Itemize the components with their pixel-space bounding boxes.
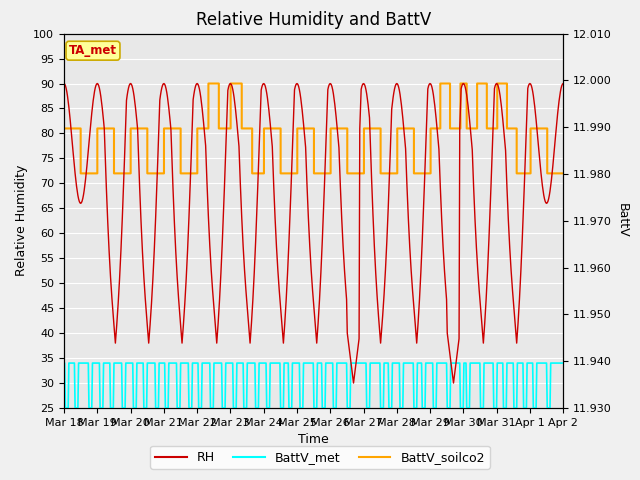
Legend: RH, BattV_met, BattV_soilco2: RH, BattV_met, BattV_soilco2 xyxy=(150,446,490,469)
Y-axis label: Relative Humidity: Relative Humidity xyxy=(15,165,28,276)
X-axis label: Time: Time xyxy=(298,433,329,446)
Y-axis label: BattV: BattV xyxy=(616,204,628,238)
Text: TA_met: TA_met xyxy=(69,44,117,57)
Title: Relative Humidity and BattV: Relative Humidity and BattV xyxy=(196,11,431,29)
